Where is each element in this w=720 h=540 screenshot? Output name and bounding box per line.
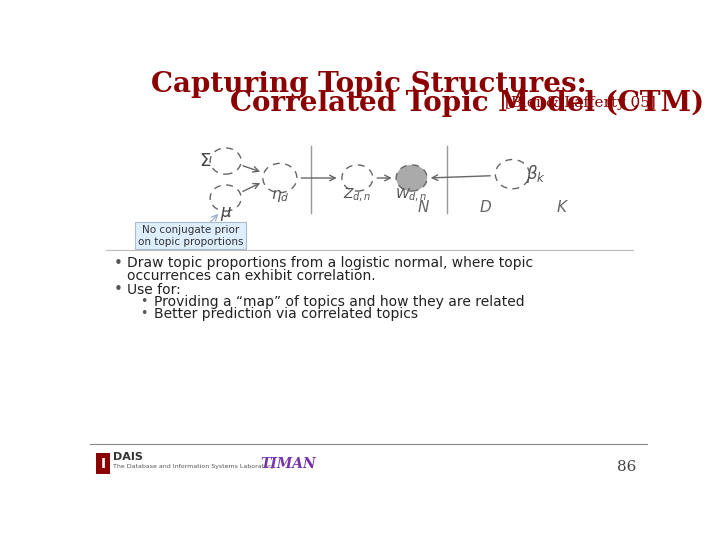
FancyBboxPatch shape — [96, 453, 110, 475]
Ellipse shape — [210, 148, 241, 174]
Text: Draw topic proportions from a logistic normal, where topic: Draw topic proportions from a logistic n… — [127, 256, 534, 271]
Text: Correlated Topic Model (CTM): Correlated Topic Model (CTM) — [230, 90, 703, 117]
Text: Better prediction via correlated topics: Better prediction via correlated topics — [154, 307, 418, 321]
Ellipse shape — [263, 164, 297, 193]
Text: Use for:: Use for: — [127, 282, 181, 296]
Text: $Z_{d,n}$: $Z_{d,n}$ — [343, 186, 372, 204]
Text: [Blei & Lafferty 05]: [Blei & Lafferty 05] — [505, 96, 656, 110]
Text: occurrences can exhibit correlation.: occurrences can exhibit correlation. — [127, 269, 376, 283]
Text: $D$: $D$ — [479, 199, 492, 215]
Ellipse shape — [342, 165, 373, 191]
Text: $K$: $K$ — [557, 199, 570, 215]
Text: I: I — [101, 457, 106, 471]
Text: DAIS: DAIS — [113, 453, 143, 462]
Text: $\mu$: $\mu$ — [220, 205, 232, 223]
Text: •: • — [140, 307, 148, 320]
Text: 86: 86 — [617, 460, 636, 474]
Text: •: • — [140, 295, 148, 308]
Ellipse shape — [495, 159, 529, 189]
Text: Providing a “map” of topics and how they are related: Providing a “map” of topics and how they… — [154, 295, 525, 309]
Text: TIMAN: TIMAN — [261, 457, 316, 471]
Text: $\beta_k$: $\beta_k$ — [526, 163, 546, 185]
Ellipse shape — [210, 185, 241, 211]
Text: $W_{d,n}$: $W_{d,n}$ — [395, 186, 428, 204]
Text: $\eta_d$: $\eta_d$ — [271, 188, 289, 204]
Text: •: • — [113, 282, 122, 297]
Text: No conjugate prior
on topic proportions: No conjugate prior on topic proportions — [138, 225, 243, 247]
Text: •: • — [113, 256, 122, 271]
Text: The Database and Information Systems Laboratory: The Database and Information Systems Lab… — [113, 464, 274, 469]
Ellipse shape — [396, 165, 427, 191]
Text: $N$: $N$ — [417, 199, 430, 215]
Text: Capturing Topic Structures:: Capturing Topic Structures: — [151, 71, 587, 98]
Text: $\Sigma$: $\Sigma$ — [199, 152, 211, 170]
